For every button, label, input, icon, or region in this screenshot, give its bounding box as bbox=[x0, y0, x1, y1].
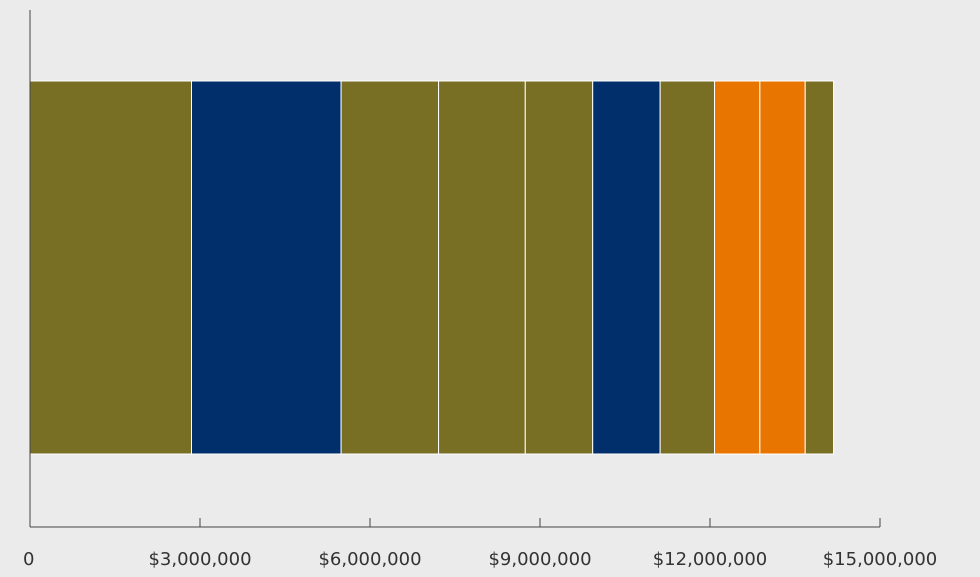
x-tick-label-3: $9,000,000 bbox=[488, 549, 591, 570]
x-tick-label-5: $15,000,000 bbox=[823, 549, 938, 570]
bar-segment-9 bbox=[759, 80, 806, 455]
bar-segment-2 bbox=[191, 80, 342, 455]
x-tick-label-1: $3,000,000 bbox=[148, 549, 251, 570]
bar-segments bbox=[29, 80, 835, 455]
bar-segment-10 bbox=[804, 80, 835, 455]
x-tick-label-4: $12,000,000 bbox=[653, 549, 768, 570]
bar-segment-3 bbox=[340, 80, 440, 455]
x-tick-label-2: $6,000,000 bbox=[318, 549, 421, 570]
bar-segment-8 bbox=[714, 80, 761, 455]
bar-segment-5 bbox=[524, 80, 594, 455]
x-tick-label-0: 0 bbox=[23, 549, 34, 570]
bar-segment-6 bbox=[592, 80, 661, 455]
bar-segment-1 bbox=[29, 80, 192, 455]
x-axis-ticks: 0 $3,000,000 $6,000,000 $9,000,000 $12,000,0… bbox=[23, 518, 937, 570]
bar-segment-7 bbox=[659, 80, 716, 455]
bar-segment-4 bbox=[438, 80, 526, 455]
